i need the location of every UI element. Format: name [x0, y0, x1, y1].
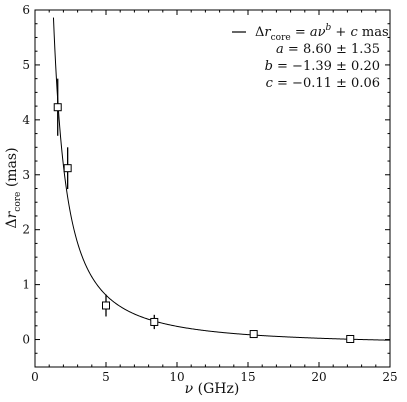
x-tick-label: 0	[31, 370, 39, 384]
x-tick-label: 10	[169, 370, 184, 384]
data-point	[150, 317, 159, 326]
x-tick-label: 5	[102, 370, 110, 384]
fit-curve	[52, 17, 391, 341]
data-point	[346, 334, 355, 343]
axis-ticks: 0 5 10 15 20 25 0 1 2 3 4 5 6	[22, 3, 397, 384]
x-tick-label: 15	[240, 370, 255, 384]
y-tick-label: 2	[22, 223, 30, 237]
param-b: b = −1.39 ± 0.20	[265, 59, 380, 74]
y-tick-label: 6	[22, 3, 30, 17]
data-point	[102, 301, 110, 310]
data-point	[249, 330, 258, 339]
data-points-layer	[53, 78, 355, 343]
x-axis-title: ν (GHz)	[185, 381, 240, 397]
y-tick-label: 3	[22, 168, 30, 182]
y-tick-label: 0	[22, 333, 30, 347]
param-c: c = −0.11 ± 0.06	[266, 76, 380, 91]
y-tick-label: 4	[22, 113, 30, 127]
legend: Δrcore = aνb + c mas a = 8.60 ± 1.35 b =…	[232, 23, 389, 91]
y-axis-title: Δrcore (mas)	[4, 147, 23, 228]
data-point	[53, 103, 62, 112]
y-tick-label: 5	[22, 58, 30, 72]
x-tick-label: 20	[311, 370, 326, 384]
param-a: a = 8.60 ± 1.35	[276, 42, 380, 57]
fit-curve-layer	[52, 17, 391, 341]
x-tick-label: 25	[382, 370, 397, 384]
legend-label: Δrcore = aνb + c mas	[255, 23, 389, 43]
y-tick-label: 1	[22, 278, 30, 292]
data-point	[63, 164, 72, 173]
